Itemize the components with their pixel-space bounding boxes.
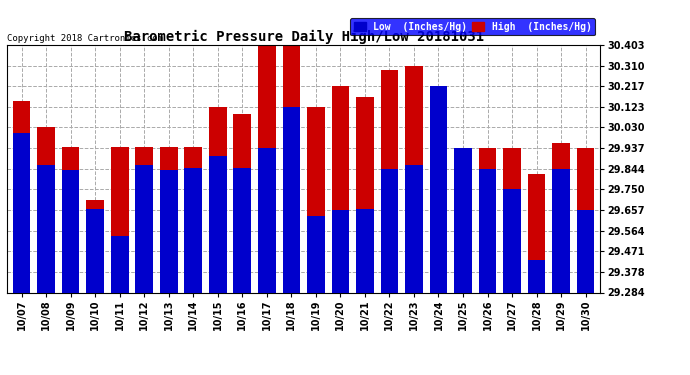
Bar xyxy=(111,147,128,292)
Bar xyxy=(233,114,251,292)
Bar xyxy=(307,216,325,292)
Bar xyxy=(86,209,104,292)
Bar xyxy=(454,148,472,292)
Bar xyxy=(258,148,275,292)
Bar xyxy=(503,189,521,292)
Bar xyxy=(111,236,128,292)
Bar xyxy=(430,86,447,292)
Bar xyxy=(209,107,226,292)
Bar xyxy=(503,148,521,292)
Legend: Low  (Inches/Hg), High  (Inches/Hg): Low (Inches/Hg), High (Inches/Hg) xyxy=(350,18,595,36)
Bar xyxy=(332,86,349,292)
Bar xyxy=(307,107,325,292)
Bar xyxy=(405,66,423,292)
Bar xyxy=(184,147,202,292)
Bar xyxy=(160,170,177,292)
Bar xyxy=(184,168,202,292)
Title: Barometric Pressure Daily High/Low 20181031: Barometric Pressure Daily High/Low 20181… xyxy=(124,30,484,44)
Bar xyxy=(209,156,226,292)
Bar xyxy=(577,210,594,292)
Bar xyxy=(356,209,374,292)
Bar xyxy=(233,168,251,292)
Bar xyxy=(552,143,570,292)
Bar xyxy=(405,165,423,292)
Bar xyxy=(37,165,55,292)
Bar xyxy=(86,201,104,292)
Bar xyxy=(577,148,594,292)
Bar xyxy=(62,147,79,292)
Bar xyxy=(552,169,570,292)
Bar xyxy=(528,174,545,292)
Bar xyxy=(479,148,496,292)
Bar xyxy=(430,86,447,292)
Bar xyxy=(13,134,30,292)
Bar xyxy=(479,169,496,292)
Bar xyxy=(282,107,300,292)
Bar xyxy=(160,147,177,292)
Bar xyxy=(454,148,472,292)
Bar xyxy=(282,45,300,292)
Bar xyxy=(37,128,55,292)
Bar xyxy=(356,96,374,292)
Bar xyxy=(258,45,275,292)
Bar xyxy=(381,169,398,292)
Bar xyxy=(528,260,545,292)
Bar xyxy=(135,165,153,292)
Bar xyxy=(62,170,79,292)
Bar xyxy=(13,101,30,292)
Bar xyxy=(135,147,153,292)
Bar xyxy=(381,70,398,292)
Bar xyxy=(332,210,349,292)
Text: Copyright 2018 Cartronics.com: Copyright 2018 Cartronics.com xyxy=(7,33,163,42)
